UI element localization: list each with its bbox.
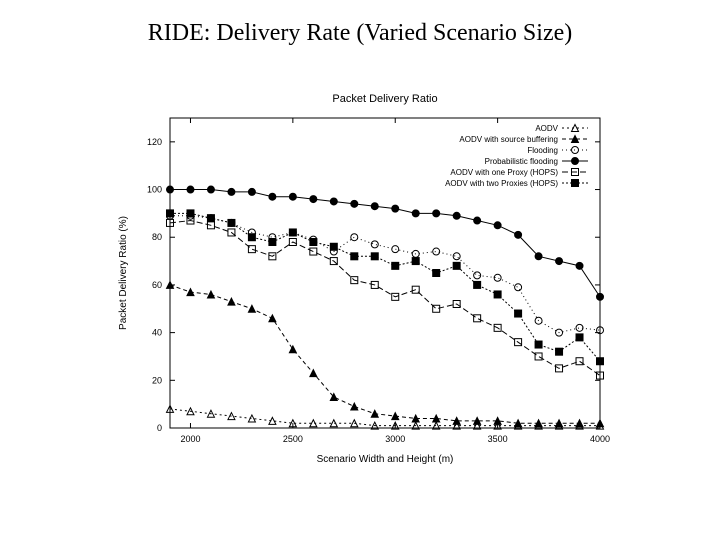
svg-text:2000: 2000	[180, 434, 200, 444]
svg-text:AODV with two Proxies (HOPS): AODV with two Proxies (HOPS)	[445, 179, 558, 188]
svg-text:0: 0	[157, 423, 162, 433]
svg-text:2500: 2500	[283, 434, 303, 444]
svg-text:120: 120	[147, 137, 162, 147]
svg-text:AODV with one Proxy (HOPS): AODV with one Proxy (HOPS)	[450, 168, 558, 177]
svg-text:AODV with source buffering: AODV with source buffering	[459, 135, 558, 144]
svg-text:Packet Delivery Ratio (%): Packet Delivery Ratio (%)	[118, 216, 129, 330]
svg-text:100: 100	[147, 185, 162, 195]
delivery-rate-chart: 2000 2500 3000 3500 4000 0 20 40 60 80 100 120 Scena…	[110, 88, 610, 478]
svg-text:Flooding: Flooding	[527, 146, 558, 155]
svg-text:20: 20	[152, 375, 162, 385]
slide-title: RIDE: Delivery Rate (Varied Scenario Siz…	[0, 20, 720, 47]
svg-text:4000: 4000	[590, 434, 610, 444]
svg-text:60: 60	[152, 280, 162, 290]
svg-text:Scenario Width and Height (m): Scenario Width and Height (m)	[317, 454, 454, 465]
svg-text:Probabilistic flooding: Probabilistic flooding	[485, 157, 558, 166]
svg-text:AODV: AODV	[535, 124, 558, 133]
svg-text:Packet Delivery Ratio: Packet Delivery Ratio	[332, 93, 437, 105]
svg-text:80: 80	[152, 232, 162, 242]
svg-text:3500: 3500	[488, 434, 508, 444]
svg-text:40: 40	[152, 328, 162, 338]
svg-text:3000: 3000	[385, 434, 405, 444]
